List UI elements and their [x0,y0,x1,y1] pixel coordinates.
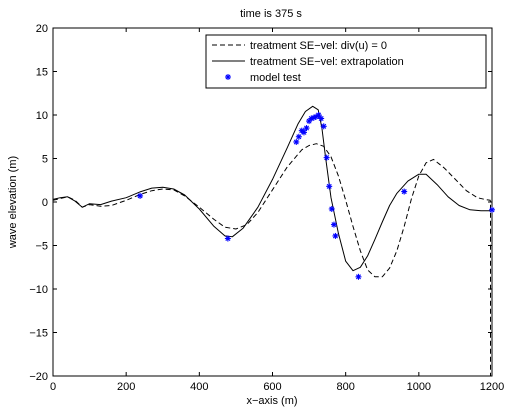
x-tick-label: 800 [336,381,354,393]
y-axis-label: wave elevation (m) [7,156,19,249]
axis-ticks: 0 200 400 600 800 1000 1200 −20 −15 −10 −5 0 5 10 15 20 [29,23,504,393]
x-tick-label: 200 [117,381,135,393]
x-axis-label: x−axis (m) [246,395,297,407]
y-tick-label: −10 [29,284,48,296]
y-tick-label: −20 [29,371,48,383]
dashed-series-line [52,143,491,376]
model-test-point [320,123,327,130]
model-test-point [401,188,408,195]
model-test-point [137,192,144,199]
y-tick-label: 0 [42,197,48,209]
legend-box [205,34,487,89]
model-test-point [323,154,330,161]
y-tick-label: 10 [36,110,48,122]
model-test-point [315,112,322,118]
model-test-point [303,125,310,132]
chart-title: time is 375 s [240,8,302,20]
x-tick-label: 400 [190,381,208,393]
model-test-markers [137,112,495,280]
model-test-point [295,133,302,140]
x-tick-label: 0 [50,381,56,393]
y-tick-label: −15 [29,328,48,340]
series-lines [52,105,491,376]
legend-star-marker [225,74,231,80]
model-test-point [355,273,362,280]
legend-label-extrapolation: treatment SE−vel: extrapolation [250,56,404,68]
model-test-point [224,235,231,242]
solid-series-line [52,105,491,272]
legend-label-div-u: treatment SE−vel: div(u) = 0 [250,40,387,52]
legend-label-model-test: model test [250,72,301,84]
model-test-point [326,183,333,190]
model-test-point [489,206,495,213]
y-tick-label: 5 [42,154,48,166]
model-test-point [318,115,325,122]
x-tick-label: 1000 [407,381,431,393]
model-test-point [293,138,300,145]
model-test-point [332,232,339,239]
y-tick-label: 15 [36,67,48,79]
y-tick-label: 20 [36,23,48,35]
x-tick-label: 600 [263,381,281,393]
legend: treatment SE−vel: div(u) = 0 treatment S… [205,34,487,89]
x-tick-label: 1200 [480,381,504,393]
legend-star-glyph [225,74,231,80]
model-test-point [300,129,307,136]
model-test-point [330,221,337,228]
y-tick-label: −5 [35,241,48,253]
model-test-point [328,205,335,212]
